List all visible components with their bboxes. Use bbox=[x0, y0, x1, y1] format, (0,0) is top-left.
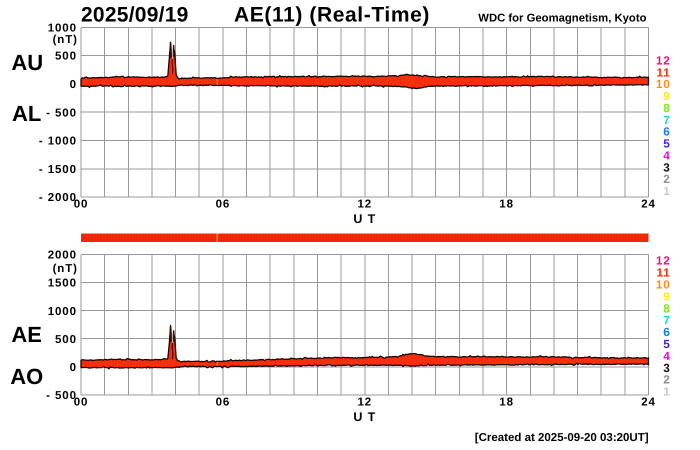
svg-text:1000: 1000 bbox=[48, 22, 77, 34]
svg-text:4: 4 bbox=[663, 149, 670, 163]
svg-text:1500: 1500 bbox=[48, 278, 77, 290]
svg-text:3: 3 bbox=[663, 361, 670, 375]
svg-text:24: 24 bbox=[641, 397, 656, 409]
svg-text:2025/09/19: 2025/09/19 bbox=[81, 4, 189, 27]
svg-text:10: 10 bbox=[656, 278, 671, 292]
svg-text:12: 12 bbox=[656, 54, 671, 68]
svg-text:AL: AL bbox=[12, 101, 41, 126]
svg-text:2: 2 bbox=[663, 373, 670, 387]
svg-text:06: 06 bbox=[216, 397, 231, 409]
svg-text:1000: 1000 bbox=[48, 306, 77, 318]
svg-text:5: 5 bbox=[663, 337, 670, 351]
svg-text:- 1500: - 1500 bbox=[39, 164, 77, 176]
svg-text:[Created at 2025-09-20 03:20UT: [Created at 2025-09-20 03:20UT] bbox=[475, 432, 649, 444]
svg-text:- 500: - 500 bbox=[46, 390, 77, 402]
svg-text:8: 8 bbox=[663, 301, 670, 315]
svg-text:1: 1 bbox=[663, 385, 670, 399]
svg-text:9: 9 bbox=[663, 289, 670, 303]
svg-text:2: 2 bbox=[663, 172, 670, 186]
svg-text:- 1000: - 1000 bbox=[39, 136, 77, 148]
svg-text:500: 500 bbox=[55, 51, 77, 63]
svg-text:00: 00 bbox=[74, 199, 89, 211]
svg-text:18: 18 bbox=[499, 397, 514, 409]
svg-text:AO: AO bbox=[10, 364, 43, 389]
svg-text:6: 6 bbox=[663, 325, 670, 339]
svg-text:00: 00 bbox=[74, 397, 89, 409]
svg-text:AU: AU bbox=[11, 50, 43, 75]
svg-text:10: 10 bbox=[656, 77, 671, 91]
svg-text:12: 12 bbox=[358, 199, 373, 211]
svg-text:500: 500 bbox=[55, 334, 77, 346]
svg-text:8: 8 bbox=[663, 101, 670, 115]
svg-text:6: 6 bbox=[663, 125, 670, 139]
svg-text:U T: U T bbox=[353, 212, 376, 226]
svg-text:2000: 2000 bbox=[48, 250, 77, 262]
svg-text:- 500: - 500 bbox=[46, 107, 77, 119]
svg-text:9: 9 bbox=[663, 89, 670, 103]
svg-text:4: 4 bbox=[663, 349, 670, 363]
svg-text:AE: AE bbox=[11, 322, 42, 347]
svg-text:11: 11 bbox=[657, 65, 671, 79]
svg-text:0: 0 bbox=[70, 362, 77, 374]
svg-text:11: 11 bbox=[657, 266, 671, 280]
svg-text:7: 7 bbox=[663, 113, 670, 127]
svg-text:1: 1 bbox=[663, 184, 670, 198]
svg-text:7: 7 bbox=[663, 313, 670, 327]
svg-text:(nT): (nT) bbox=[53, 263, 78, 275]
svg-text:WDC for Geomagnetism, Kyoto: WDC for Geomagnetism, Kyoto bbox=[478, 12, 646, 24]
svg-text:18: 18 bbox=[499, 199, 514, 211]
svg-text:- 2000: - 2000 bbox=[39, 192, 77, 204]
svg-text:U T: U T bbox=[353, 410, 376, 424]
svg-text:06: 06 bbox=[216, 199, 231, 211]
svg-text:5: 5 bbox=[663, 137, 670, 151]
svg-text:(nT): (nT) bbox=[53, 34, 78, 46]
svg-text:24: 24 bbox=[641, 199, 656, 211]
svg-text:3: 3 bbox=[663, 160, 670, 174]
svg-text:AE(11) (Real-Time): AE(11) (Real-Time) bbox=[234, 4, 430, 27]
svg-text:12: 12 bbox=[358, 397, 373, 409]
svg-text:12: 12 bbox=[656, 254, 671, 268]
svg-text:0: 0 bbox=[70, 79, 77, 91]
